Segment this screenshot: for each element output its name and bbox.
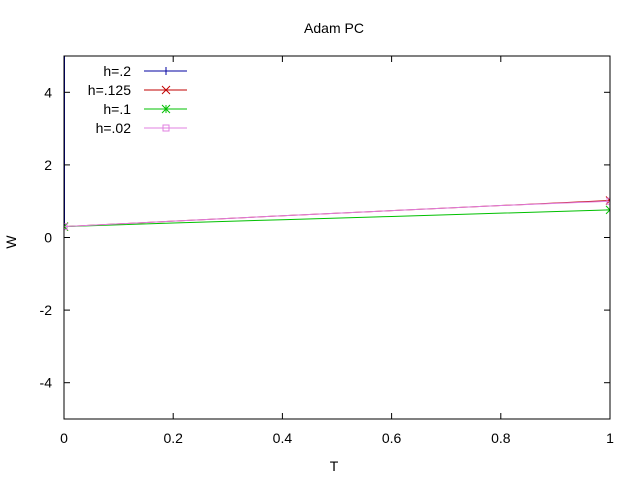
x-tick-label: 0.2 <box>163 430 183 446</box>
y-tick-label: -2 <box>40 302 53 318</box>
y-tick-label: 4 <box>44 84 52 100</box>
y-tick-label: 0 <box>44 230 52 246</box>
series-point-2 <box>605 205 610 215</box>
y-axis-label: W <box>3 235 19 249</box>
x-tick-label: 0.8 <box>491 430 511 446</box>
legend-marker <box>162 124 170 132</box>
legend-label: h=.1 <box>103 101 131 117</box>
series-point-3 <box>606 197 610 205</box>
series-point-3 <box>64 223 68 231</box>
legend-label: h=.02 <box>96 120 132 136</box>
legend-marker <box>161 85 171 95</box>
x-tick-label: 0.4 <box>273 430 293 446</box>
y-tick-label: -4 <box>40 375 53 391</box>
chart-title: Adam PC <box>304 20 364 36</box>
legend-marker <box>161 104 171 114</box>
series-line-3 <box>64 200 610 228</box>
series-line-2 <box>64 209 610 228</box>
legend: h=.2 h=.125 h=.1 h=.02 <box>88 63 187 136</box>
legend-label: h=.125 <box>88 82 131 98</box>
x-tick-label: 1 <box>606 430 614 446</box>
legend-marker <box>162 67 170 75</box>
plot-frame <box>63 55 611 420</box>
x-tick-label: 0.6 <box>382 430 402 446</box>
legend-label: h=.2 <box>103 63 131 79</box>
x-axis-label: T <box>330 458 339 474</box>
y-tick-label: 2 <box>44 157 52 173</box>
x-tick-label: 0 <box>60 430 68 446</box>
series-layer <box>64 56 610 231</box>
